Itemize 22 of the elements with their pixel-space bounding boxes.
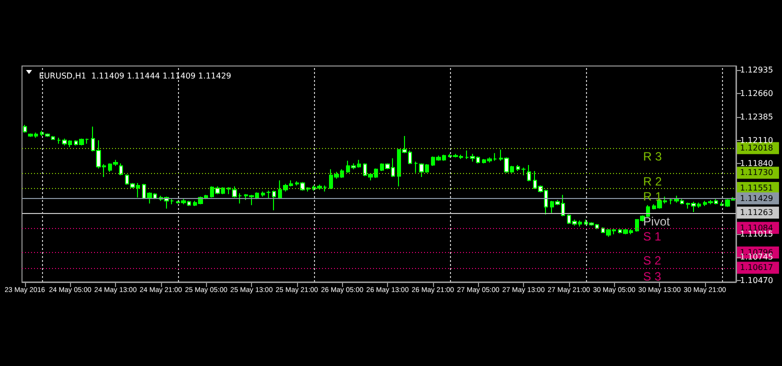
text: 1.11551 (740, 184, 774, 192)
y-tick-label: 1.12385 (740, 112, 774, 122)
y-tick-label: 1.12660 (740, 88, 774, 98)
text: EURUSD,H1 1.11409 1.11444 1.11409 1.11429 (39, 72, 232, 80)
ref-line-label: R 3 (643, 150, 662, 164)
ref-line-label: Pivot (643, 214, 671, 228)
ref-line-label: S 1 (643, 230, 662, 244)
text: 1.11429 (740, 194, 774, 203)
y-tick-label: 1.11840 (740, 158, 774, 168)
candlestick (23, 124, 27, 134)
text: 1.10617 (740, 263, 774, 272)
text: 1.12018 (740, 144, 774, 153)
y-tick-label: 1.10470 (740, 276, 774, 285)
candlestick (51, 136, 55, 140)
text: 1.11730 (740, 168, 774, 178)
ref-line-label: S 3 (643, 270, 662, 284)
candlestick (527, 164, 531, 182)
text: 1.11263 (740, 208, 774, 218)
ref-line-label: S 2 (643, 254, 662, 268)
candlestick (119, 162, 123, 176)
y-tick-label: 1.12935 (740, 65, 774, 74)
ref-line-label: R 2 (643, 174, 662, 188)
